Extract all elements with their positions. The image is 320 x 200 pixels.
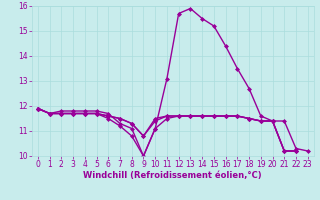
X-axis label: Windchill (Refroidissement éolien,°C): Windchill (Refroidissement éolien,°C): [84, 171, 262, 180]
